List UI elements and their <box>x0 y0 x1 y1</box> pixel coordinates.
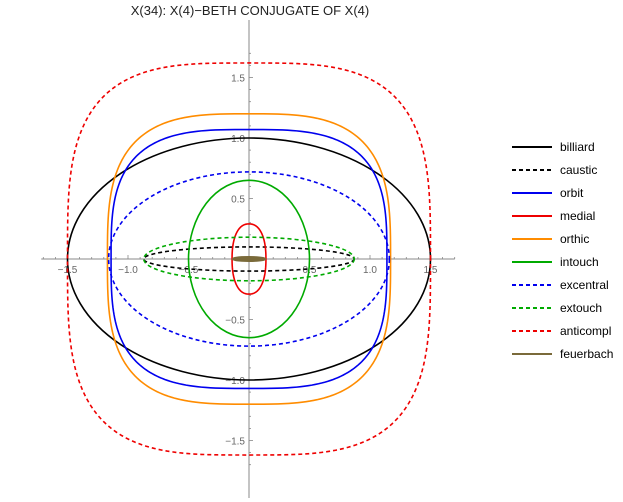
legend-label: orthic <box>560 232 589 246</box>
legend-item: billiard <box>512 140 595 154</box>
curve-feuerbach <box>231 256 267 262</box>
y-tick-label: −1.5 <box>225 437 245 448</box>
legend-label: extouch <box>560 301 602 315</box>
legend-item: caustic <box>512 163 597 177</box>
legend-label: feuerbach <box>560 347 613 361</box>
legend-label: caustic <box>560 163 597 177</box>
legend: billiard caustic orbit medial orthic intouch e… <box>512 140 613 361</box>
y-tick-label: −1.0 <box>225 376 245 387</box>
y-tick-label: −0.5 <box>225 316 245 327</box>
x-tick-label: −1.0 <box>118 265 138 276</box>
x-tick-label: 1.0 <box>363 265 377 276</box>
chart-title: X(34): X(4)−BETH CONJUGATE OF X(4) <box>131 3 370 18</box>
legend-label: billiard <box>560 140 595 154</box>
curves <box>66 62 432 456</box>
legend-item: intouch <box>512 255 599 269</box>
legend-label: anticompl <box>560 324 611 338</box>
legend-item: orthic <box>512 232 589 246</box>
legend-item: feuerbach <box>512 347 613 361</box>
legend-label: excentral <box>560 278 609 292</box>
legend-item: extouch <box>512 301 602 315</box>
y-tick-label: 1.5 <box>231 74 245 85</box>
legend-label: orbit <box>560 186 584 200</box>
legend-item: anticompl <box>512 324 611 338</box>
curve-intouch <box>187 179 311 339</box>
y-tick-label: 1.0 <box>231 134 245 145</box>
x-tick-label: 1.5 <box>424 265 438 276</box>
legend-item: orbit <box>512 186 584 200</box>
y-tick-label: 0.5 <box>231 195 245 206</box>
curve-anticompl <box>66 62 432 456</box>
legend-label: intouch <box>560 255 599 269</box>
legend-label: medial <box>560 209 595 223</box>
curve-extouch <box>142 236 356 282</box>
legend-item: excentral <box>512 278 609 292</box>
legend-item: medial <box>512 209 595 223</box>
curve-orbit <box>110 128 388 390</box>
curve-orthic <box>106 112 392 406</box>
curve-excentral <box>107 171 391 347</box>
